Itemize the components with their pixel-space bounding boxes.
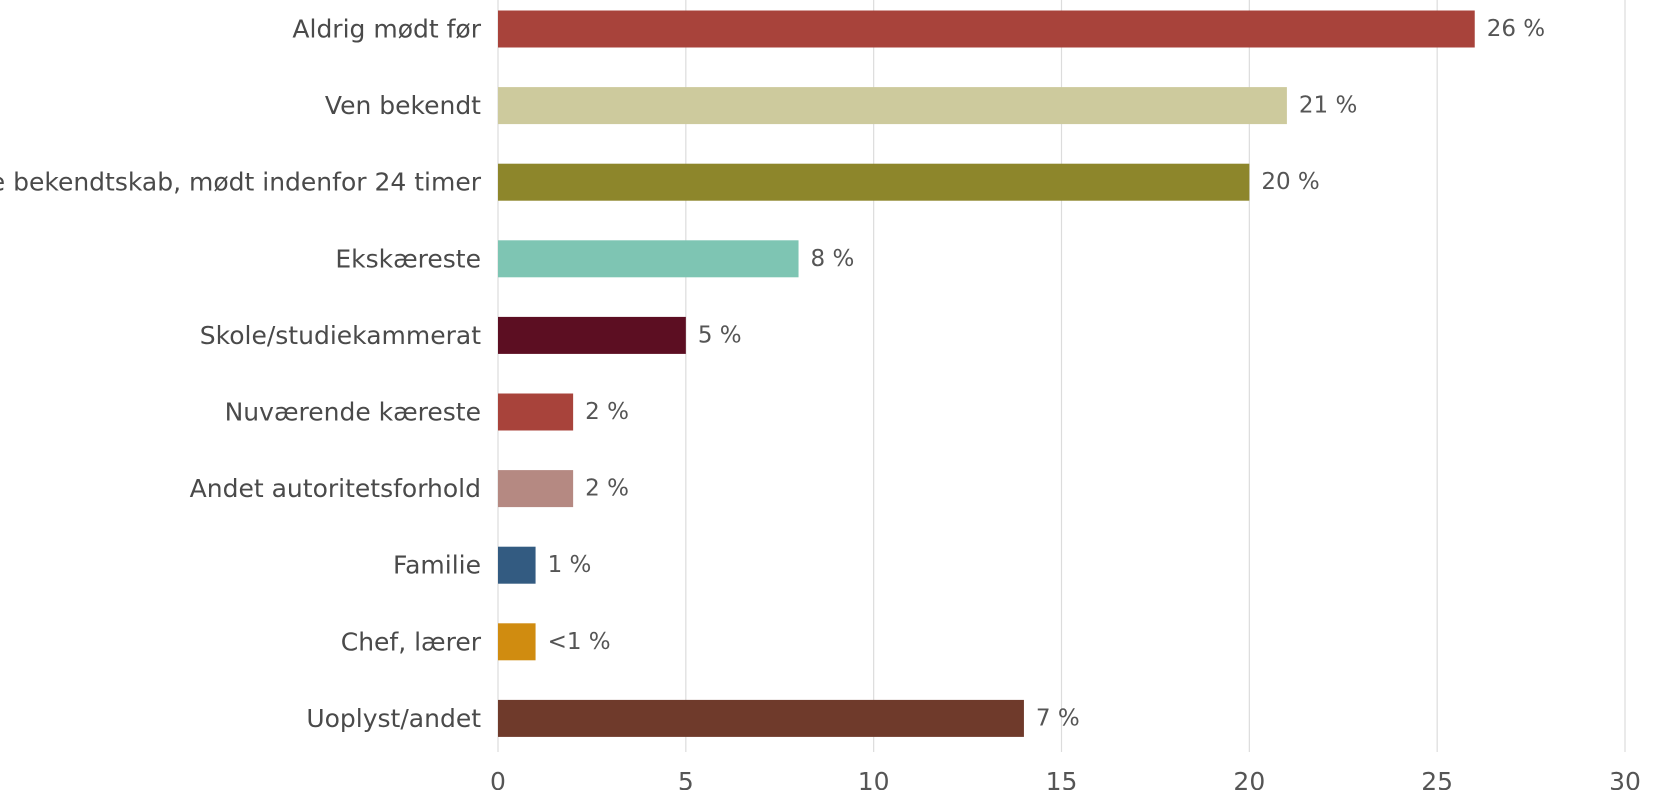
data-label: 8 % — [811, 246, 855, 272]
x-tick-label: 5 — [678, 767, 694, 790]
gridlines — [497, 0, 1626, 752]
data-label: 21 % — [1299, 93, 1357, 119]
x-tick-label: 20 — [1233, 767, 1265, 790]
bar — [498, 623, 536, 661]
category-label: Aldrig mødt før — [292, 15, 481, 44]
data-label: 7 % — [1036, 705, 1080, 731]
category-label: Ekskæreste — [335, 244, 481, 273]
x-tick-label: 0 — [490, 767, 506, 790]
category-label: Skole/studiekammerat — [200, 321, 481, 350]
bar — [498, 546, 536, 584]
x-axis-tick-labels: 0 5 10 15 20 25 30 — [490, 767, 1641, 790]
category-label: Nyere bekendtskab, mødt indenfor 24 time… — [0, 168, 482, 197]
bars — [498, 10, 1475, 737]
bar — [498, 393, 574, 431]
bar — [498, 87, 1287, 125]
data-label: 26 % — [1487, 16, 1545, 42]
bar — [498, 240, 799, 278]
category-label: Chef, lærer — [341, 627, 482, 656]
x-tick-label: 15 — [1046, 767, 1078, 790]
bar — [498, 10, 1475, 48]
bar — [498, 316, 686, 354]
x-tick-label: 10 — [858, 767, 890, 790]
category-labels: Aldrig mødt før Ven bekendt Nyere bekendts… — [0, 15, 482, 733]
data-label: 1 % — [548, 552, 592, 578]
category-label: Uoplyst/andet — [306, 704, 481, 733]
bar — [498, 470, 574, 508]
x-tick-label: 30 — [1609, 767, 1641, 790]
data-label: <1 % — [548, 629, 611, 655]
data-label: 2 % — [585, 476, 629, 502]
data-label: 2 % — [585, 399, 629, 425]
category-label: Familie — [393, 551, 481, 580]
data-label: 20 % — [1261, 169, 1319, 195]
category-label: Nuværende kæreste — [225, 398, 481, 427]
data-label: 5 % — [698, 322, 742, 348]
x-tick-label: 25 — [1421, 767, 1453, 790]
bar — [498, 699, 1024, 737]
category-label: Andet autoritetsforhold — [190, 474, 481, 503]
category-label: Ven bekendt — [325, 91, 481, 120]
value-labels: 26 % 21 % 20 % 8 % 5 % 2 % 2 % 1 % <1 % 7 % — [548, 16, 1546, 731]
bar — [498, 163, 1250, 201]
